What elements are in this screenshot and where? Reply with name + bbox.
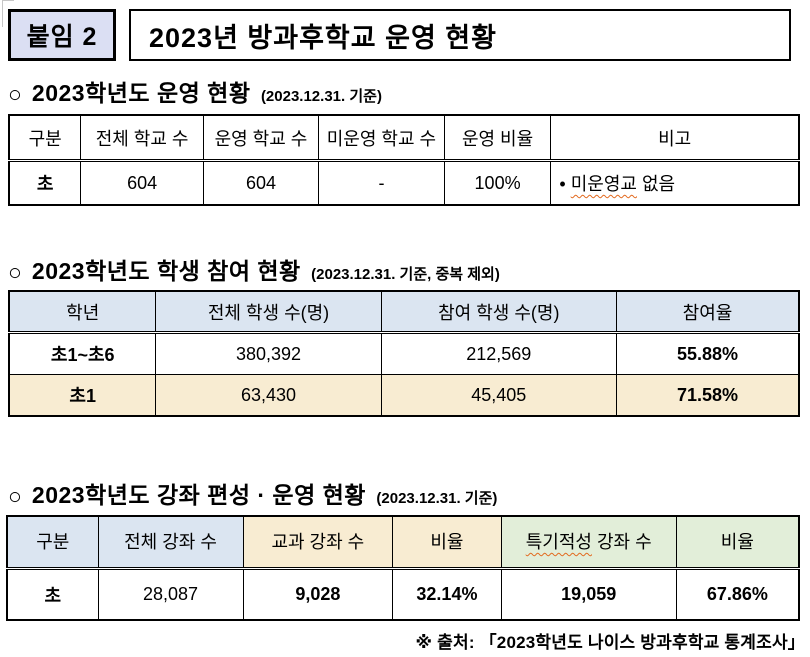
circle-bullet-icon: ○ xyxy=(8,81,22,107)
remark-word: 미운영교 xyxy=(570,174,637,194)
section-2-note: (2023.12.31. 기준, 중복 제외) xyxy=(311,266,500,283)
cell-total-students: 63,430 xyxy=(155,374,382,417)
section-1-note: (2023.12.31. 기준) xyxy=(260,88,382,105)
bullet-icon: • xyxy=(559,174,566,194)
col-header-category: 구분 xyxy=(6,515,99,570)
section-2-heading: ○ 2023학년도 학생 참여 현황 (2023.12.31. 기준, 중복 제외… xyxy=(8,252,500,286)
col-header-operating-rate: 운영 비율 xyxy=(443,114,552,162)
aptitude-rest: 강좌 수 xyxy=(596,531,652,552)
section-3-note: (2023.12.31. 기준) xyxy=(376,490,498,507)
cell-subject-courses: 9,028 xyxy=(242,568,394,621)
cell-category: 초 xyxy=(6,568,99,621)
section-3-heading: ○ 2023학년도 강좌 편성 · 운영 현황 (2023.12.31. 기준) xyxy=(8,476,497,510)
cell-subject-ratio: 32.14% xyxy=(392,568,502,621)
col-header-aptitude-ratio: 비율 xyxy=(675,515,800,570)
col-header-participating-students: 참여 학생 수(명) xyxy=(380,290,617,334)
cell-total-students: 380,392 xyxy=(155,332,382,375)
cell-participation-rate: 71.58% xyxy=(615,374,800,417)
section-2-title: 2023학년도 학생 참여 현황 xyxy=(31,258,301,284)
col-header-operating-schools: 운영 학교 수 xyxy=(202,114,320,162)
cell-operating-rate: 100% xyxy=(443,160,552,206)
col-header-total-courses: 전체 강좌 수 xyxy=(97,515,244,570)
col-header-aptitude-courses: 특기적성 강좌 수 xyxy=(500,515,677,570)
document-title-box: 2023년 방과후학교 운영 현황 xyxy=(129,9,791,61)
col-header-participation-rate: 참여율 xyxy=(615,290,800,334)
col-header-subject-ratio: 비율 xyxy=(392,515,502,570)
section-1-title: 2023학년도 운영 현황 xyxy=(31,80,251,106)
table-header-row: 구분 전체 강좌 수 교과 강좌 수 비율 특기적성 강좌 수 비율 xyxy=(6,515,800,570)
col-header-remarks: 비고 xyxy=(550,114,800,162)
source-note: ※ 출처: 「2023학년도 나이스 방과후학교 통계조사」 xyxy=(415,633,805,652)
document-title: 2023년 방과후학교 운영 현황 xyxy=(149,22,497,53)
cell-non-operating-schools: - xyxy=(318,160,445,206)
cell-remarks: • 미운영교 없음 xyxy=(550,160,800,206)
document-header: 붙임 2 2023년 방과후학교 운영 현황 xyxy=(8,9,791,61)
cell-operating-schools: 604 xyxy=(202,160,320,206)
table-row: 초1~초6 380,392 212,569 55.88% xyxy=(8,332,800,375)
course-organization-table: 구분 전체 강좌 수 교과 강좌 수 비율 특기적성 강좌 수 비율 초 28,… xyxy=(6,515,800,621)
col-header-category: 구분 xyxy=(8,114,82,162)
operation-status-table: 구분 전체 학교 수 운영 학교 수 미운영 학교 수 운영 비율 비고 초 6… xyxy=(8,114,800,206)
table-header-row: 학년 전체 학생 수(명) 참여 학생 수(명) 참여율 xyxy=(8,290,800,334)
cell-participating-students: 212,569 xyxy=(380,332,617,375)
table-row: 초 28,087 9,028 32.14% 19,059 67.86% xyxy=(6,568,800,621)
student-participation-table: 학년 전체 학생 수(명) 참여 학생 수(명) 참여율 초1~초6 380,3… xyxy=(8,290,800,417)
cell-total-courses: 28,087 xyxy=(97,568,244,621)
col-header-total-students: 전체 학생 수(명) xyxy=(155,290,382,334)
col-header-non-operating-schools: 미운영 학교 수 xyxy=(318,114,445,162)
table-header-row: 구분 전체 학교 수 운영 학교 수 미운영 학교 수 운영 비율 비고 xyxy=(8,114,800,162)
cell-aptitude-courses: 19,059 xyxy=(500,568,677,621)
attachment-label: 붙임 2 xyxy=(26,23,98,51)
remark-rest: 없음 xyxy=(641,174,676,194)
cell-participating-students: 45,405 xyxy=(380,374,617,417)
col-header-grade: 학년 xyxy=(8,290,157,334)
editor-corner-mark xyxy=(2,0,14,27)
table-row: 초1 63,430 45,405 71.58% xyxy=(8,374,800,417)
cell-total-schools: 604 xyxy=(80,160,204,206)
section-3-title: 2023학년도 강좌 편성 · 운영 현황 xyxy=(31,482,366,508)
circle-bullet-icon: ○ xyxy=(8,259,22,285)
col-header-total-schools: 전체 학교 수 xyxy=(80,114,204,162)
circle-bullet-icon: ○ xyxy=(8,483,22,509)
attachment-label-box: 붙임 2 xyxy=(8,9,116,61)
cell-grade: 초1 xyxy=(8,374,157,417)
table-row: 초 604 604 - 100% • 미운영교 없음 xyxy=(8,160,800,206)
col-header-subject-courses: 교과 강좌 수 xyxy=(242,515,394,570)
section-1-heading: ○ 2023학년도 운영 현황 (2023.12.31. 기준) xyxy=(8,74,382,108)
cell-aptitude-ratio: 67.86% xyxy=(675,568,800,621)
cell-grade: 초1~초6 xyxy=(8,332,157,375)
cell-participation-rate: 55.88% xyxy=(615,332,800,375)
aptitude-word: 특기적성 xyxy=(525,531,592,552)
cell-category: 초 xyxy=(8,160,82,206)
